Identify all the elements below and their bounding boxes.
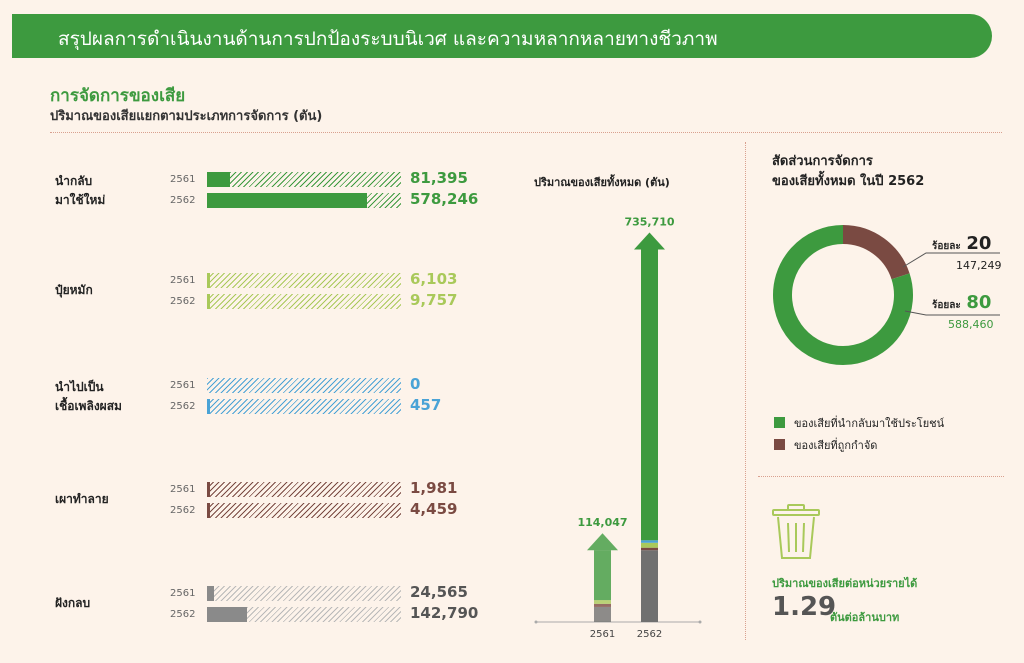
year-label: 2561 <box>170 174 196 185</box>
year-label: 2562 <box>170 296 196 307</box>
value-label-recycle-2562: 578,246 <box>410 190 479 208</box>
value-label-fuel-2562: 457 <box>410 396 442 414</box>
donut-title-line-1: สัดส่วนการจัดการ <box>772 154 873 169</box>
year-label: 2562 <box>170 401 196 412</box>
bar-track-incinerate-2562 <box>207 503 401 518</box>
category-label-incinerate: เผาทำลาย <box>55 490 109 509</box>
legend-disposed: ของเสียที่ถูกกำจัด <box>774 436 877 454</box>
value-label-fuel-2561: 0 <box>410 375 421 393</box>
value-label-compost-2562: 9,757 <box>410 291 458 309</box>
category-label-line: นำกลับ <box>55 174 93 188</box>
value-label-recycle-2561: 81,395 <box>410 169 468 187</box>
bar-track-landfill-2561 <box>207 586 401 601</box>
category-label-line: มาใช้ใหม่ <box>55 193 106 207</box>
right-divider <box>758 476 1004 477</box>
reused-percent: ร้อยละ 80 <box>932 292 992 313</box>
year-label: 2562 <box>170 505 196 516</box>
value-label-incinerate-2562: 4,459 <box>410 500 458 518</box>
column-divider <box>745 142 746 640</box>
stack-seg-compost-2562 <box>641 542 658 548</box>
category-label-fuel: นำไปเป็นเชื้อเพลิงผสม <box>55 378 122 416</box>
category-label-recycle: นำกลับมาใช้ใหม่ <box>55 172 105 210</box>
section-subtitle: ปริมาณของเสียแยกตามประเภทการจัดการ (ตัน) <box>50 109 323 124</box>
category-label-2561: 2561 <box>590 629 615 640</box>
donut-title: สัดส่วนการจัดการ ของเสียทั้งหมด ในปี 256… <box>772 152 924 192</box>
category-label-landfill: ฝังกลบ <box>55 594 90 613</box>
bar-track-incinerate-2561 <box>207 482 401 497</box>
stack-seg-recycle-2562 <box>641 249 658 541</box>
section-title: การจัดการของเสีย <box>50 86 186 106</box>
x-axis-end <box>534 620 538 624</box>
category-label-line: เผาทำลาย <box>55 492 109 506</box>
year-label: 2561 <box>170 275 196 286</box>
legend-reused: ของเสียที่นำกลับมาใช้ประโยชน์ <box>774 414 944 432</box>
donut-title-line-2: ของเสียทั้งหมด ในปี 2562 <box>772 174 925 189</box>
bar-track-compost-2562 <box>207 294 401 309</box>
disposed-value: 147,249 <box>956 259 1002 272</box>
bar-compost-2561 <box>207 273 210 288</box>
stack-seg-recycle-2561 <box>594 550 611 601</box>
bar-track-fuel-2562 <box>207 399 401 414</box>
total-chart-title: ปริมาณของเสียทั้งหมด (ตัน) <box>534 176 670 189</box>
year-label: 2562 <box>170 195 196 206</box>
bar-landfill-2562 <box>207 607 247 622</box>
bar-track-fuel-2561 <box>207 378 401 393</box>
legend-swatch-disposed <box>774 439 785 450</box>
year-label: 2561 <box>170 484 196 495</box>
bar-incinerate-2561 <box>207 482 210 497</box>
value-label-compost-2561: 6,103 <box>410 270 458 288</box>
bar-landfill-2561 <box>207 586 214 601</box>
header-banner: สรุปผลการดำเนินงานด้านการปกป้องระบบนิเวศ… <box>12 14 992 58</box>
intensity-unit: ตันต่อล้านบาท <box>830 611 900 624</box>
intensity-value: 1.29 <box>772 592 837 622</box>
bar-fuel-2562 <box>207 399 210 414</box>
value-label-incinerate-2561: 1,981 <box>410 479 458 497</box>
total-label-2562: 735,710 <box>624 215 674 228</box>
year-label: 2561 <box>170 380 196 391</box>
category-label-2562: 2562 <box>637 629 662 640</box>
category-label-line: เชื้อเพลิงผสม <box>55 399 122 413</box>
stack-seg-incinerate-2562 <box>641 547 658 551</box>
arrow-head-2561 <box>587 533 618 551</box>
bar-compost-2562 <box>207 294 210 309</box>
category-label-line: ฝังกลบ <box>55 596 91 610</box>
year-label: 2561 <box>170 588 196 599</box>
bar-track-recycle-2561 <box>207 172 401 187</box>
donut-slice <box>842 225 910 280</box>
arrow-head-2562 <box>634 232 665 250</box>
legend-swatch-reused <box>774 417 785 428</box>
stack-seg-fuel-2562 <box>641 540 658 543</box>
intensity-label: ปริมาณของเสียต่อหน่วยรายได้ <box>772 577 918 590</box>
disposed-percent: ร้อยละ 20 <box>932 233 992 254</box>
bar-incinerate-2562 <box>207 503 210 518</box>
stack-seg-landfill-2561 <box>594 606 611 622</box>
year-label: 2562 <box>170 609 196 620</box>
stack-seg-incinerate-2561 <box>594 603 611 607</box>
bar-track-compost-2561 <box>207 273 401 288</box>
value-label-landfill-2561: 24,565 <box>410 583 468 601</box>
bar-track-recycle-2562 <box>207 193 401 208</box>
bar-track-landfill-2562 <box>207 607 401 622</box>
stack-seg-compost-2561 <box>594 600 611 604</box>
x-axis-end <box>698 620 702 624</box>
value-label-landfill-2562: 142,790 <box>410 604 479 622</box>
reused-value: 588,460 <box>948 318 994 331</box>
page-title: สรุปผลการดำเนินงานด้านการปกป้องระบบนิเวศ… <box>58 28 718 50</box>
category-label-line: ปุ๋ยหมัก <box>55 283 93 297</box>
bar-recycle-2561 <box>207 172 230 187</box>
category-label-line: นำไปเป็น <box>55 380 104 394</box>
trash-bin-icon <box>772 504 820 559</box>
bar-recycle-2562 <box>207 193 368 208</box>
donut-slice <box>773 225 913 365</box>
section-divider <box>50 132 1002 133</box>
category-label-compost: ปุ๋ยหมัก <box>55 281 93 300</box>
stack-seg-landfill-2562 <box>641 550 658 622</box>
total-label-2561: 114,047 <box>577 516 627 529</box>
